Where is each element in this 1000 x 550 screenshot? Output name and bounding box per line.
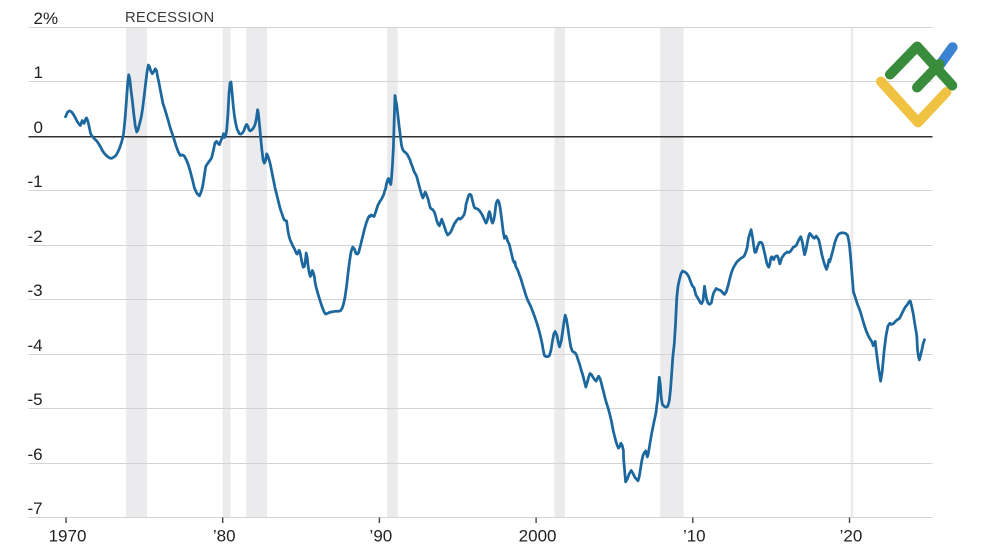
svg-text:’80: ’80 <box>213 527 236 546</box>
svg-text:’20: ’20 <box>840 527 863 546</box>
svg-text:1: 1 <box>34 63 43 82</box>
svg-text:’90: ’90 <box>370 527 393 546</box>
svg-text:-2: -2 <box>28 227 43 246</box>
svg-text:-6: -6 <box>28 445 43 464</box>
svg-text:2%: 2% <box>34 9 59 28</box>
svg-text:-7: -7 <box>28 499 43 518</box>
svg-text:RECESSION: RECESSION <box>125 10 214 26</box>
svg-text:2000: 2000 <box>519 527 557 546</box>
svg-text:-5: -5 <box>28 390 43 409</box>
svg-text:’10: ’10 <box>683 527 706 546</box>
svg-text:0: 0 <box>34 118 43 137</box>
svg-text:-4: -4 <box>28 336 43 355</box>
svg-text:-1: -1 <box>28 172 43 191</box>
svg-text:1970: 1970 <box>49 527 87 546</box>
svg-text:-3: -3 <box>28 281 43 300</box>
